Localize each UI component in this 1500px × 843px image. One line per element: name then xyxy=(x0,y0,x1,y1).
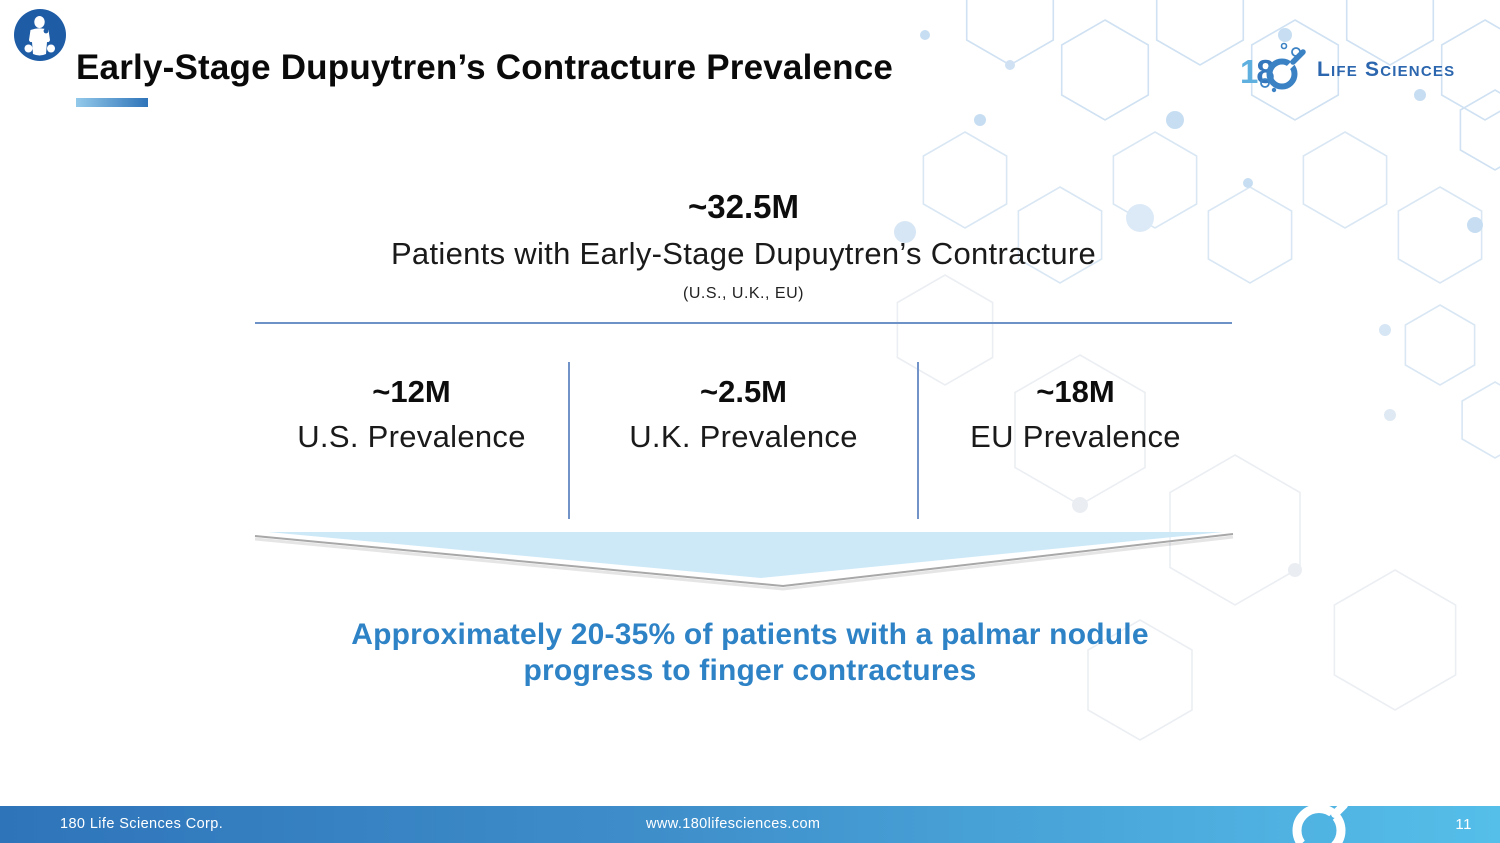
stat-eu-label: EU Prevalence xyxy=(970,419,1181,454)
vertical-divider xyxy=(568,362,570,519)
callout-line-1: Approximately 20-35% of patients with a … xyxy=(351,618,1149,651)
orbit-zero-icon xyxy=(1260,42,1306,93)
prevalence-stats-row: ~12M U.S. Prevalence ~2.5M U.K. Prevalen… xyxy=(255,362,1232,519)
stat-us: ~12M U.S. Prevalence xyxy=(255,362,568,519)
stat-uk: ~2.5M U.K. Prevalence xyxy=(570,362,917,519)
company-logo: 18 Life Sciences xyxy=(1240,42,1490,122)
footer-website: www.180lifesciences.com xyxy=(646,816,821,832)
page-number: 11 xyxy=(1455,816,1472,833)
footer-bar: 180 Life Sciences Corp. www.180lifescien… xyxy=(0,801,1500,843)
person-anatomy-icon xyxy=(14,9,66,61)
overview-value: ~32.5M xyxy=(688,188,799,225)
logo-wordmark: Life Sciences xyxy=(1317,58,1456,81)
stat-us-value: ~12M xyxy=(372,374,451,409)
overview-regions: (U.S., U.K., EU) xyxy=(683,285,804,302)
stat-eu-value: ~18M xyxy=(1036,374,1115,409)
logo-digit-1: 1 xyxy=(1240,53,1258,90)
stat-uk-value: ~2.5M xyxy=(699,374,788,409)
callout-line-2: progress to finger contractures xyxy=(523,654,977,687)
stat-uk-label: U.K. Prevalence xyxy=(629,419,858,454)
callout-text: Approximately 20-35% of patients with a … xyxy=(250,617,1250,689)
stat-eu: ~18M EU Prevalence xyxy=(919,362,1232,519)
title-accent-underline xyxy=(76,98,148,107)
footer-company-name: 180 Life Sciences Corp. xyxy=(60,816,224,832)
footer-orbit-zero-icon xyxy=(1292,801,1348,843)
overview-label: Patients with Early-Stage Dupuytren’s Co… xyxy=(390,236,1097,271)
section-divider-line xyxy=(255,322,1232,324)
stat-us-label: U.S. Prevalence xyxy=(297,419,526,454)
funnel-chevron-icon xyxy=(254,532,1234,591)
page-title: Early-Stage Dupuytren’s Contracture Prev… xyxy=(76,48,894,87)
vertical-divider xyxy=(917,362,919,519)
